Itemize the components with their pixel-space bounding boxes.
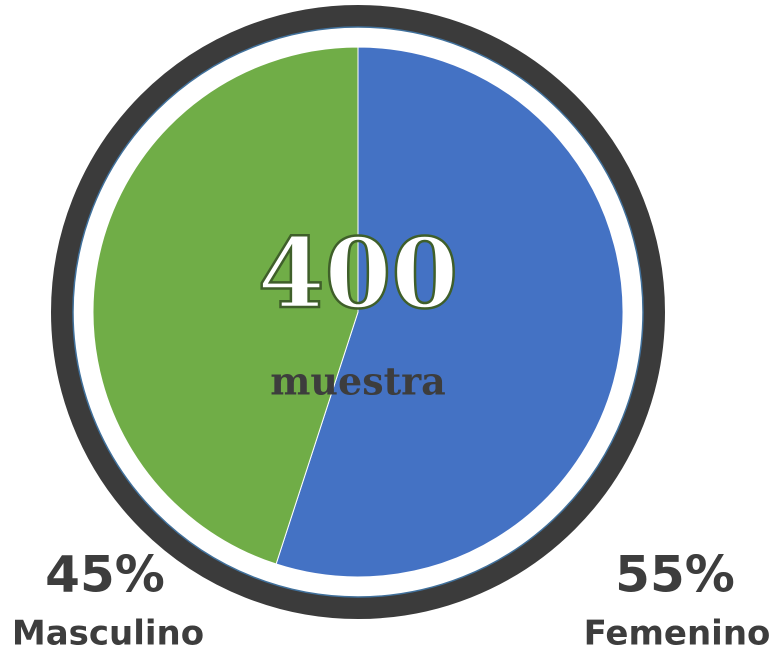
value-label: 45% — [45, 546, 165, 604]
ring-edge — [72, 26, 644, 598]
center-label: muestra — [270, 359, 446, 404]
center-value: 400 — [258, 217, 458, 330]
value-label: 55% — [615, 546, 735, 604]
category-label: Masculino — [12, 614, 204, 654]
pie-slice — [275, 46, 624, 578]
category-label: Femenino — [584, 614, 771, 654]
outer-ring — [51, 5, 665, 619]
slices — [92, 46, 624, 578]
pie-slice — [92, 46, 359, 565]
